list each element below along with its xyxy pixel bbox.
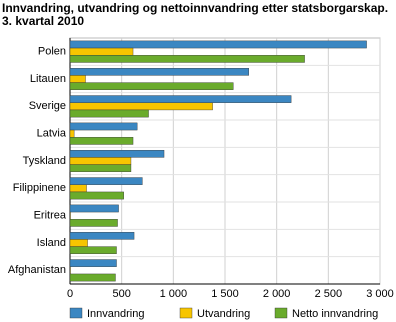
bar — [69, 219, 118, 227]
x-tick-label: 1 500 — [211, 288, 239, 300]
legend-item: Utvandring — [179, 307, 250, 320]
legend-swatch — [69, 307, 83, 319]
y-tick-label: Litauen — [30, 73, 66, 85]
chart-title: 3. kvartal 2010 — [2, 14, 84, 28]
x-tick-label: 3 000 — [366, 288, 394, 300]
x-tick-label: 2 500 — [315, 288, 343, 300]
legend-swatch — [274, 307, 288, 319]
bar — [69, 239, 88, 247]
bar — [69, 177, 143, 185]
bar — [69, 82, 234, 90]
bar — [69, 137, 134, 145]
legend-item: Netto innvandring — [274, 307, 378, 320]
chart-title: Innvandring, utvandring og nettoinnvandr… — [2, 1, 388, 15]
bar — [69, 231, 135, 240]
bar — [69, 67, 249, 76]
y-tick-label: Island — [37, 237, 66, 249]
bar — [69, 40, 367, 49]
bar — [69, 149, 165, 158]
bar — [69, 157, 132, 165]
legend-label: Netto innvandring — [292, 308, 378, 320]
bar — [69, 246, 117, 255]
bar — [69, 164, 132, 173]
legend-label: Utvandring — [197, 308, 250, 320]
bar — [69, 55, 305, 63]
bar — [69, 273, 116, 282]
bar — [69, 204, 119, 213]
y-tick-label: Latvia — [37, 128, 67, 140]
y-tick-label: Sverige — [29, 100, 66, 112]
bar — [69, 129, 75, 138]
bar — [69, 211, 71, 220]
y-tick-label: Polen — [38, 46, 66, 58]
y-tick-label: Filippinene — [13, 182, 66, 194]
bar — [69, 95, 292, 103]
x-tick-label: 2 000 — [263, 288, 291, 300]
y-tick-label: Tyskland — [23, 155, 66, 167]
bar — [69, 259, 117, 267]
bar — [69, 191, 124, 200]
bar — [69, 184, 87, 193]
bar — [69, 75, 86, 83]
legend-label: Innvandring — [87, 308, 145, 320]
bar — [69, 122, 138, 131]
bar — [69, 266, 71, 275]
x-tick-label: 500 — [112, 288, 130, 300]
x-tick-label: 0 — [67, 288, 73, 300]
bar — [69, 47, 134, 56]
legend-item: Innvandring — [69, 307, 145, 320]
x-tick-label: 1 000 — [160, 288, 188, 300]
bar — [69, 102, 213, 111]
y-tick-label: Afghanistan — [8, 264, 66, 276]
legend-swatch — [179, 307, 193, 319]
y-tick-label: Eritrea — [34, 210, 67, 222]
bar — [69, 109, 149, 118]
